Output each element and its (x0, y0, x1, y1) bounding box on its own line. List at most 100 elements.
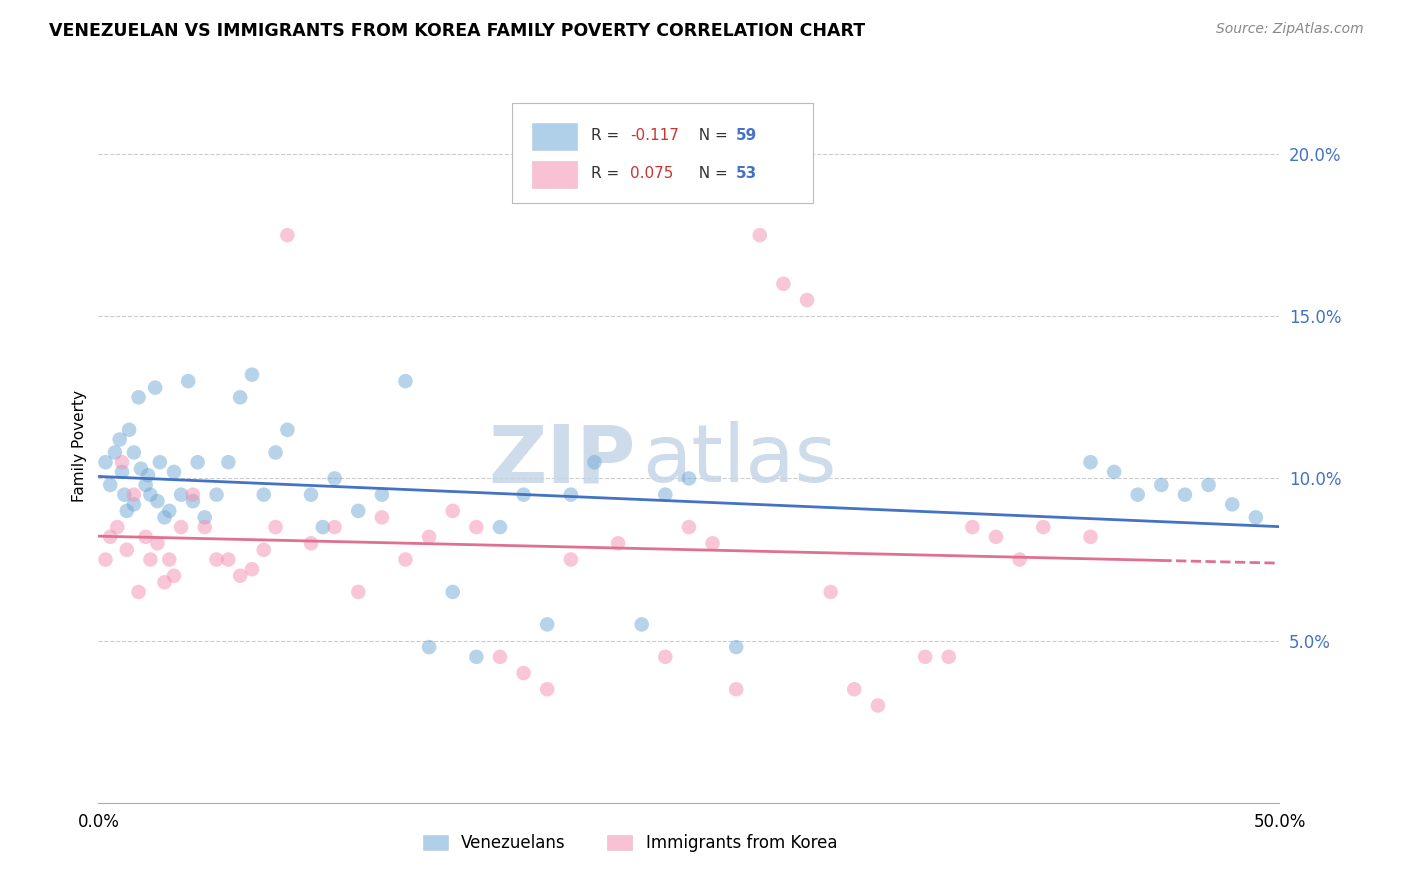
Point (371, 510, 394, 524)
Point (153, 510, 176, 524)
Point (1032, 520, 1054, 534)
Point (583, 455, 606, 469)
Point (1008, 552, 1031, 566)
Point (143, 381, 166, 395)
Text: Source: ZipAtlas.com: Source: ZipAtlas.com (1216, 22, 1364, 37)
Point (170, 520, 193, 534)
Point (205, 488, 228, 502)
Point (866, 698, 889, 713)
Text: N =: N = (689, 166, 733, 181)
Point (1080, 455, 1102, 469)
Point (181, 494, 204, 508)
Point (122, 497, 145, 511)
Text: VENEZUELAN VS IMMIGRANTS FROM KOREA FAMILY POVERTY CORRELATION CHART: VENEZUELAN VS IMMIGRANTS FROM KOREA FAMI… (49, 22, 865, 40)
Point (984, 530, 1007, 544)
Point (136, 468, 159, 483)
Point (1102, 465, 1125, 479)
Point (914, 649, 936, 664)
Point (122, 445, 145, 459)
Point (146, 536, 169, 550)
Point (157, 552, 180, 566)
Point (654, 649, 676, 664)
Point (323, 520, 346, 534)
Point (394, 374, 416, 388)
Text: atlas: atlas (641, 421, 837, 500)
Point (607, 536, 630, 550)
Point (962, 520, 984, 534)
Point (347, 585, 370, 599)
Text: -0.117: -0.117 (630, 128, 679, 143)
Point (725, 640, 748, 654)
Point (1150, 478, 1173, 492)
Text: 0.075: 0.075 (630, 166, 673, 181)
Point (938, 649, 960, 664)
Point (135, 478, 157, 492)
Point (240, 368, 263, 382)
Point (253, 488, 276, 502)
Point (264, 445, 287, 459)
Y-axis label: Family Poverty: Family Poverty (72, 390, 87, 502)
Point (748, 228, 770, 243)
Point (139, 488, 162, 502)
Point (149, 455, 172, 469)
FancyBboxPatch shape (512, 103, 813, 203)
Point (108, 433, 131, 447)
Point (299, 488, 322, 502)
Point (153, 575, 176, 590)
Point (217, 455, 239, 469)
Point (217, 552, 239, 566)
Point (111, 455, 134, 469)
Point (312, 520, 335, 534)
Point (844, 682, 866, 697)
Point (1198, 478, 1220, 492)
Point (129, 461, 152, 475)
Text: R =: R = (591, 128, 624, 143)
Point (98, 478, 121, 492)
Point (630, 617, 652, 632)
Point (229, 390, 252, 404)
Point (163, 465, 186, 479)
Point (229, 568, 252, 582)
Point (157, 504, 180, 518)
Point (122, 488, 145, 502)
Point (118, 423, 141, 437)
Point (512, 666, 534, 681)
Point (371, 488, 394, 502)
Point (112, 488, 135, 502)
Point (1080, 530, 1102, 544)
Point (194, 510, 217, 524)
Text: R =: R = (591, 166, 624, 181)
Text: N =: N = (689, 128, 733, 143)
FancyBboxPatch shape (531, 123, 576, 150)
Point (163, 568, 186, 582)
Point (139, 552, 162, 566)
Point (104, 445, 127, 459)
Point (489, 649, 512, 664)
Point (489, 520, 512, 534)
FancyBboxPatch shape (531, 161, 576, 187)
Point (177, 374, 200, 388)
Point (128, 390, 150, 404)
Point (111, 465, 134, 479)
Point (205, 552, 228, 566)
Text: 53: 53 (737, 166, 758, 181)
Point (441, 504, 464, 518)
Text: 59: 59 (737, 128, 758, 143)
Point (98, 530, 121, 544)
Point (347, 504, 370, 518)
Point (702, 536, 724, 550)
Point (536, 682, 558, 697)
Point (654, 488, 676, 502)
Point (264, 520, 287, 534)
Point (1126, 488, 1149, 502)
Point (512, 488, 534, 502)
Point (465, 649, 488, 664)
Point (796, 293, 818, 307)
Point (105, 520, 128, 534)
Point (418, 640, 440, 654)
Point (1220, 497, 1243, 511)
Point (465, 520, 488, 534)
Legend: Venezuelans, Immigrants from Korea: Venezuelans, Immigrants from Korea (416, 828, 844, 859)
Point (441, 585, 464, 599)
Point (115, 504, 138, 518)
